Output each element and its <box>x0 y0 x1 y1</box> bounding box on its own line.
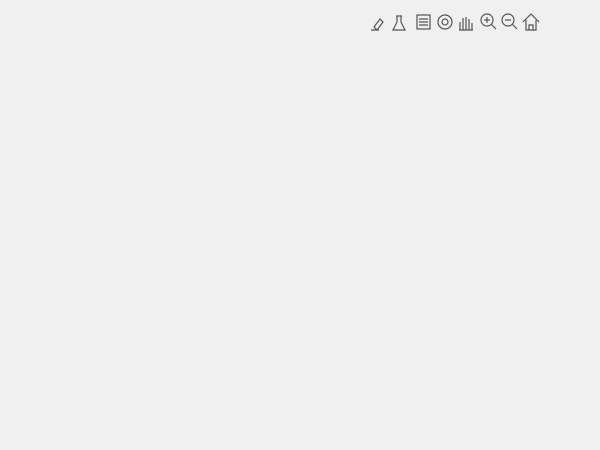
toolbar-legend[interactable] <box>416 14 431 30</box>
toolbar-datatip[interactable] <box>392 15 406 31</box>
toolbar-home[interactable] <box>522 13 540 31</box>
toolbar-brush[interactable] <box>371 18 384 31</box>
toolbar-zoom-out[interactable] <box>501 13 518 30</box>
axes-toolbar <box>371 13 540 31</box>
toolbar-zoom-in[interactable] <box>480 13 497 30</box>
toolbar-rotate[interactable] <box>437 14 453 30</box>
toolbar-pan[interactable] <box>459 17 473 31</box>
